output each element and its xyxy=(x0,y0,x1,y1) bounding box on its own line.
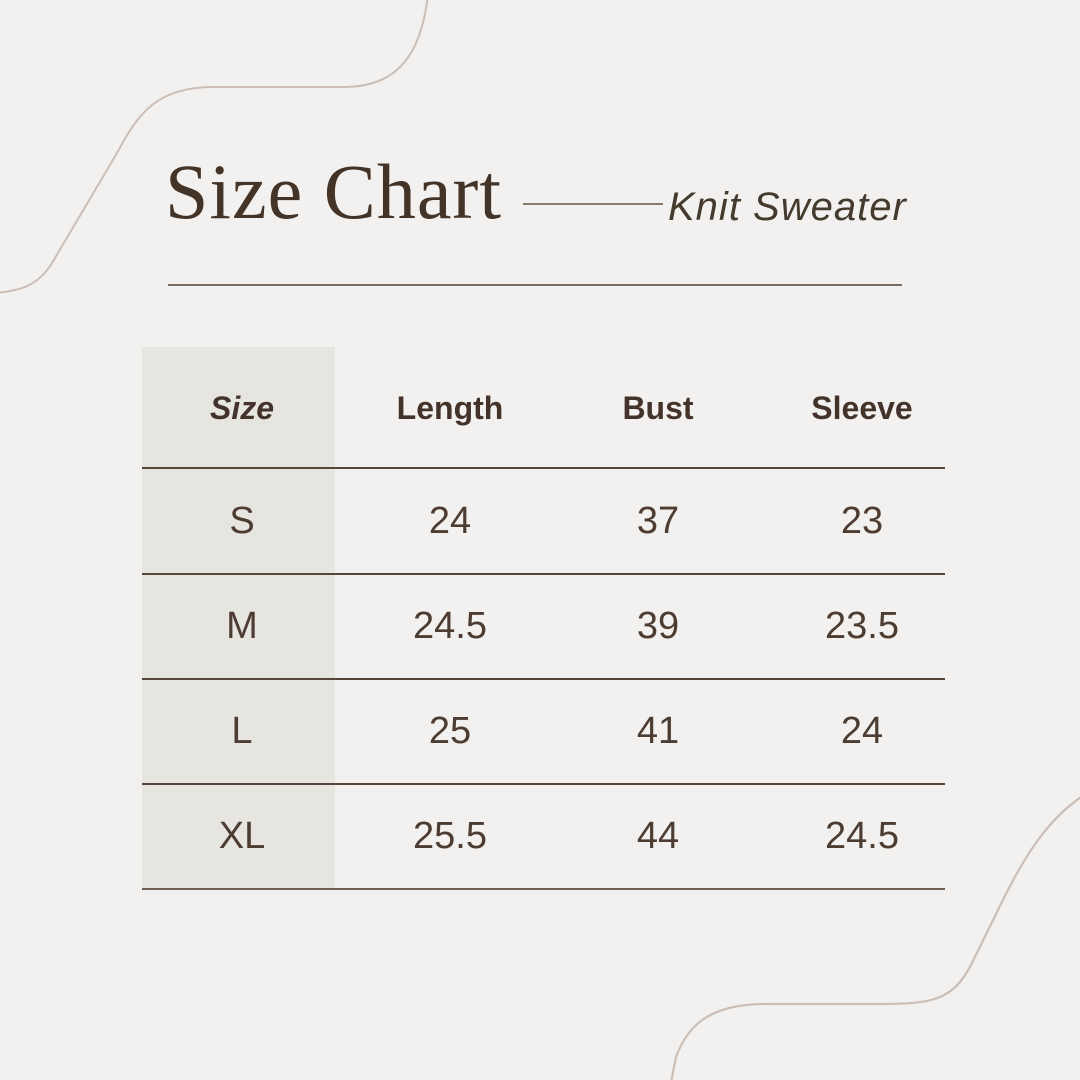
table-bottom-line xyxy=(142,888,945,890)
cell-size: M xyxy=(226,605,258,647)
title-divider xyxy=(168,284,902,286)
cell-length: 24 xyxy=(428,500,472,542)
cell-size: XL xyxy=(218,815,266,857)
cell-sleeve: 23 xyxy=(840,500,884,542)
decorative-curve-top-left xyxy=(0,0,429,294)
cell-length: 25 xyxy=(428,710,472,752)
product-name: Knit Sweater xyxy=(668,185,907,229)
table-header-row: Size Length Bust Sleeve xyxy=(142,347,966,469)
cell-sleeve: 24.5 xyxy=(825,815,899,857)
title-dash-line xyxy=(523,203,663,205)
column-header-bust: Bust xyxy=(622,389,694,426)
row-separator xyxy=(142,783,945,785)
cell-bust: 39 xyxy=(636,605,680,647)
size-table: Size Length Bust Sleeve S 24 37 23 M 24.… xyxy=(142,347,966,890)
cell-length: 24.5 xyxy=(413,605,487,647)
cell-sleeve: 24 xyxy=(840,710,884,752)
row-separator xyxy=(142,573,945,575)
header-underline xyxy=(142,467,945,469)
column-header-length: Length xyxy=(396,389,504,426)
cell-bust: 41 xyxy=(636,710,680,752)
cell-length: 25.5 xyxy=(413,815,487,857)
cell-sleeve: 23.5 xyxy=(825,605,899,647)
table-row: S 24 37 23 xyxy=(142,469,966,574)
column-header-size: Size xyxy=(209,389,275,426)
column-header-sleeve: Sleeve xyxy=(811,389,913,426)
table-row: L 25 41 24 xyxy=(142,679,966,784)
cell-bust: 37 xyxy=(636,500,680,542)
table-row: M 24.5 39 23.5 xyxy=(142,574,966,679)
table-row: XL 25.5 44 24.5 xyxy=(142,784,966,889)
cell-bust: 44 xyxy=(636,815,680,857)
cell-size: S xyxy=(229,500,255,542)
page-title: Size Chart xyxy=(165,148,503,235)
row-separator xyxy=(142,678,945,680)
size-column-highlight xyxy=(142,347,335,890)
cell-size: L xyxy=(231,710,253,752)
